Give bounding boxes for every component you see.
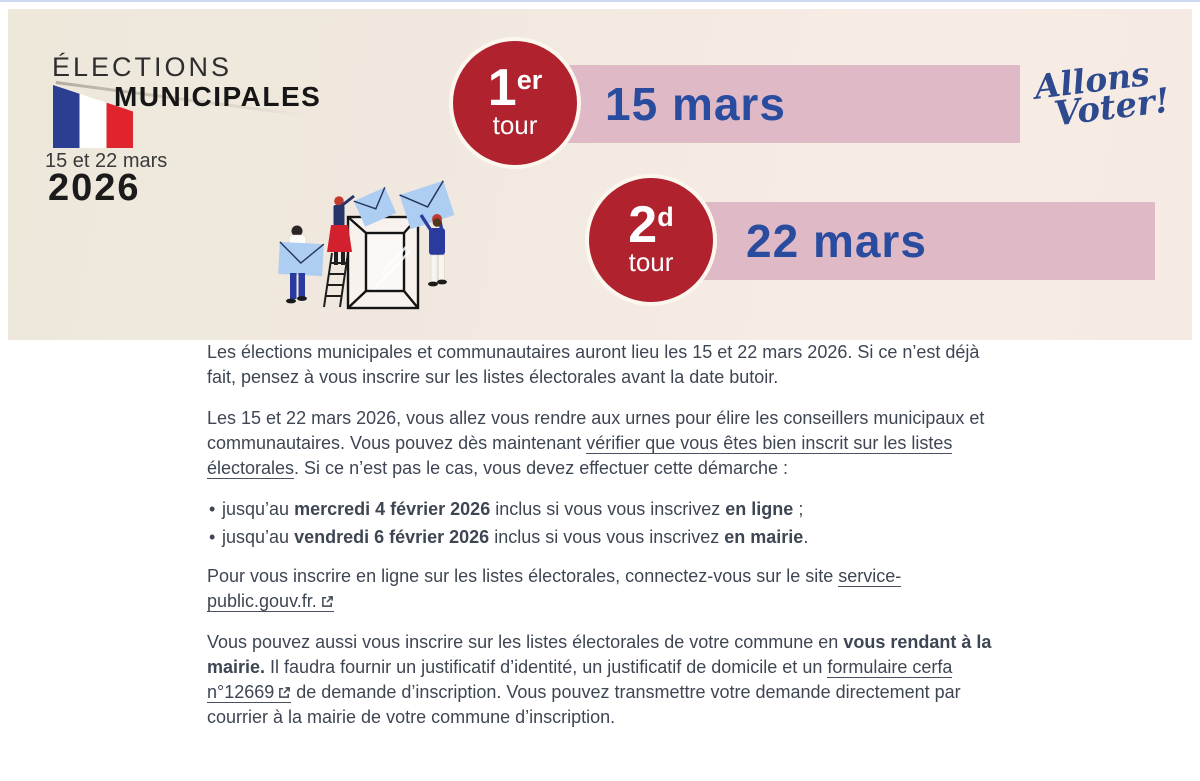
check-registration-link[interactable]: vérifier que vous êtes bien inscrit sur … <box>207 433 953 479</box>
lead-paragraph: Les élections municipales et communautai… <box>207 342 980 387</box>
external-link-icon <box>278 686 291 699</box>
logo-municipales-text: MUNICIPALES <box>114 81 322 112</box>
ladder <box>323 252 349 308</box>
logo-year-text: 2026 <box>48 167 141 209</box>
ballot-box-illustration <box>278 180 455 310</box>
list-item-online-deadline: jusqu’au mercredi 4 février 2026 inclus … <box>207 497 999 522</box>
paragraph-text: Les 15 et 22 mars 2026, vous allez vous … <box>207 408 985 453</box>
ballot-box <box>346 215 420 310</box>
envelope-in-box <box>353 187 397 227</box>
person-on-ladder <box>327 194 355 265</box>
paragraph-text: de demande d’inscription. Vous pouvez tr… <box>207 682 961 727</box>
cerfa-form-link[interactable]: formulaire cerfa n°12669 <box>207 657 953 703</box>
paragraph-text: . Si ce n’est pas le cas, vous devez eff… <box>294 458 788 478</box>
tour1-label: tour <box>492 110 538 140</box>
tour1-date-bar: 15 mars <box>545 65 1020 143</box>
tour2-number: 2d <box>628 196 674 254</box>
paragraph-online-registration: Pour vous inscrire en ligne sur les list… <box>207 564 999 614</box>
allons-voter-logo: Allons Voter! <box>1032 51 1192 135</box>
registration-deadlines-list: jusqu’au mercredi 4 février 2026 inclus … <box>207 497 999 550</box>
tour1-number: 1er <box>487 59 543 117</box>
paragraph-mairie-registration: Vous pouvez aussi vous inscrire sur les … <box>207 632 992 727</box>
paragraph-registration: Les 15 et 22 mars 2026, vous allez vous … <box>207 406 999 481</box>
tour1-date: 15 mars <box>605 78 786 130</box>
article: Les élections municipales et communautai… <box>207 340 999 746</box>
top-divider-line <box>0 0 1200 2</box>
paragraph-text: Vous pouvez aussi vous inscrire sur les … <box>207 632 844 652</box>
person-right <box>419 214 447 287</box>
tour2-date-bar: 22 mars <box>680 202 1155 280</box>
elections-banner: ÉLECTIONS MUNICIPALES 15 et 22 mars 2026 <box>8 9 1192 340</box>
tour1-badge: 1er tour <box>449 37 581 169</box>
logo-dates-text: 15 et 22 mars <box>45 150 168 172</box>
paragraph-text: Pour vous inscrire en ligne sur les list… <box>207 566 839 586</box>
tour2-label: tour <box>628 247 674 277</box>
box-shine <box>373 246 411 290</box>
paragraph-text: Il faudra fournir un justificatif d’iden… <box>265 657 828 677</box>
tour2-badge: 2d tour <box>585 174 717 306</box>
person-left <box>278 225 325 304</box>
list-item-mairie-deadline: jusqu’au vendredi 6 février 2026 inclus … <box>207 525 999 550</box>
service-public-link[interactable]: service-public.gouv.fr. <box>207 566 902 612</box>
logo-elections-text: ÉLECTIONS <box>52 52 233 82</box>
external-link-icon <box>321 595 334 608</box>
tour2-date: 22 mars <box>746 215 927 267</box>
